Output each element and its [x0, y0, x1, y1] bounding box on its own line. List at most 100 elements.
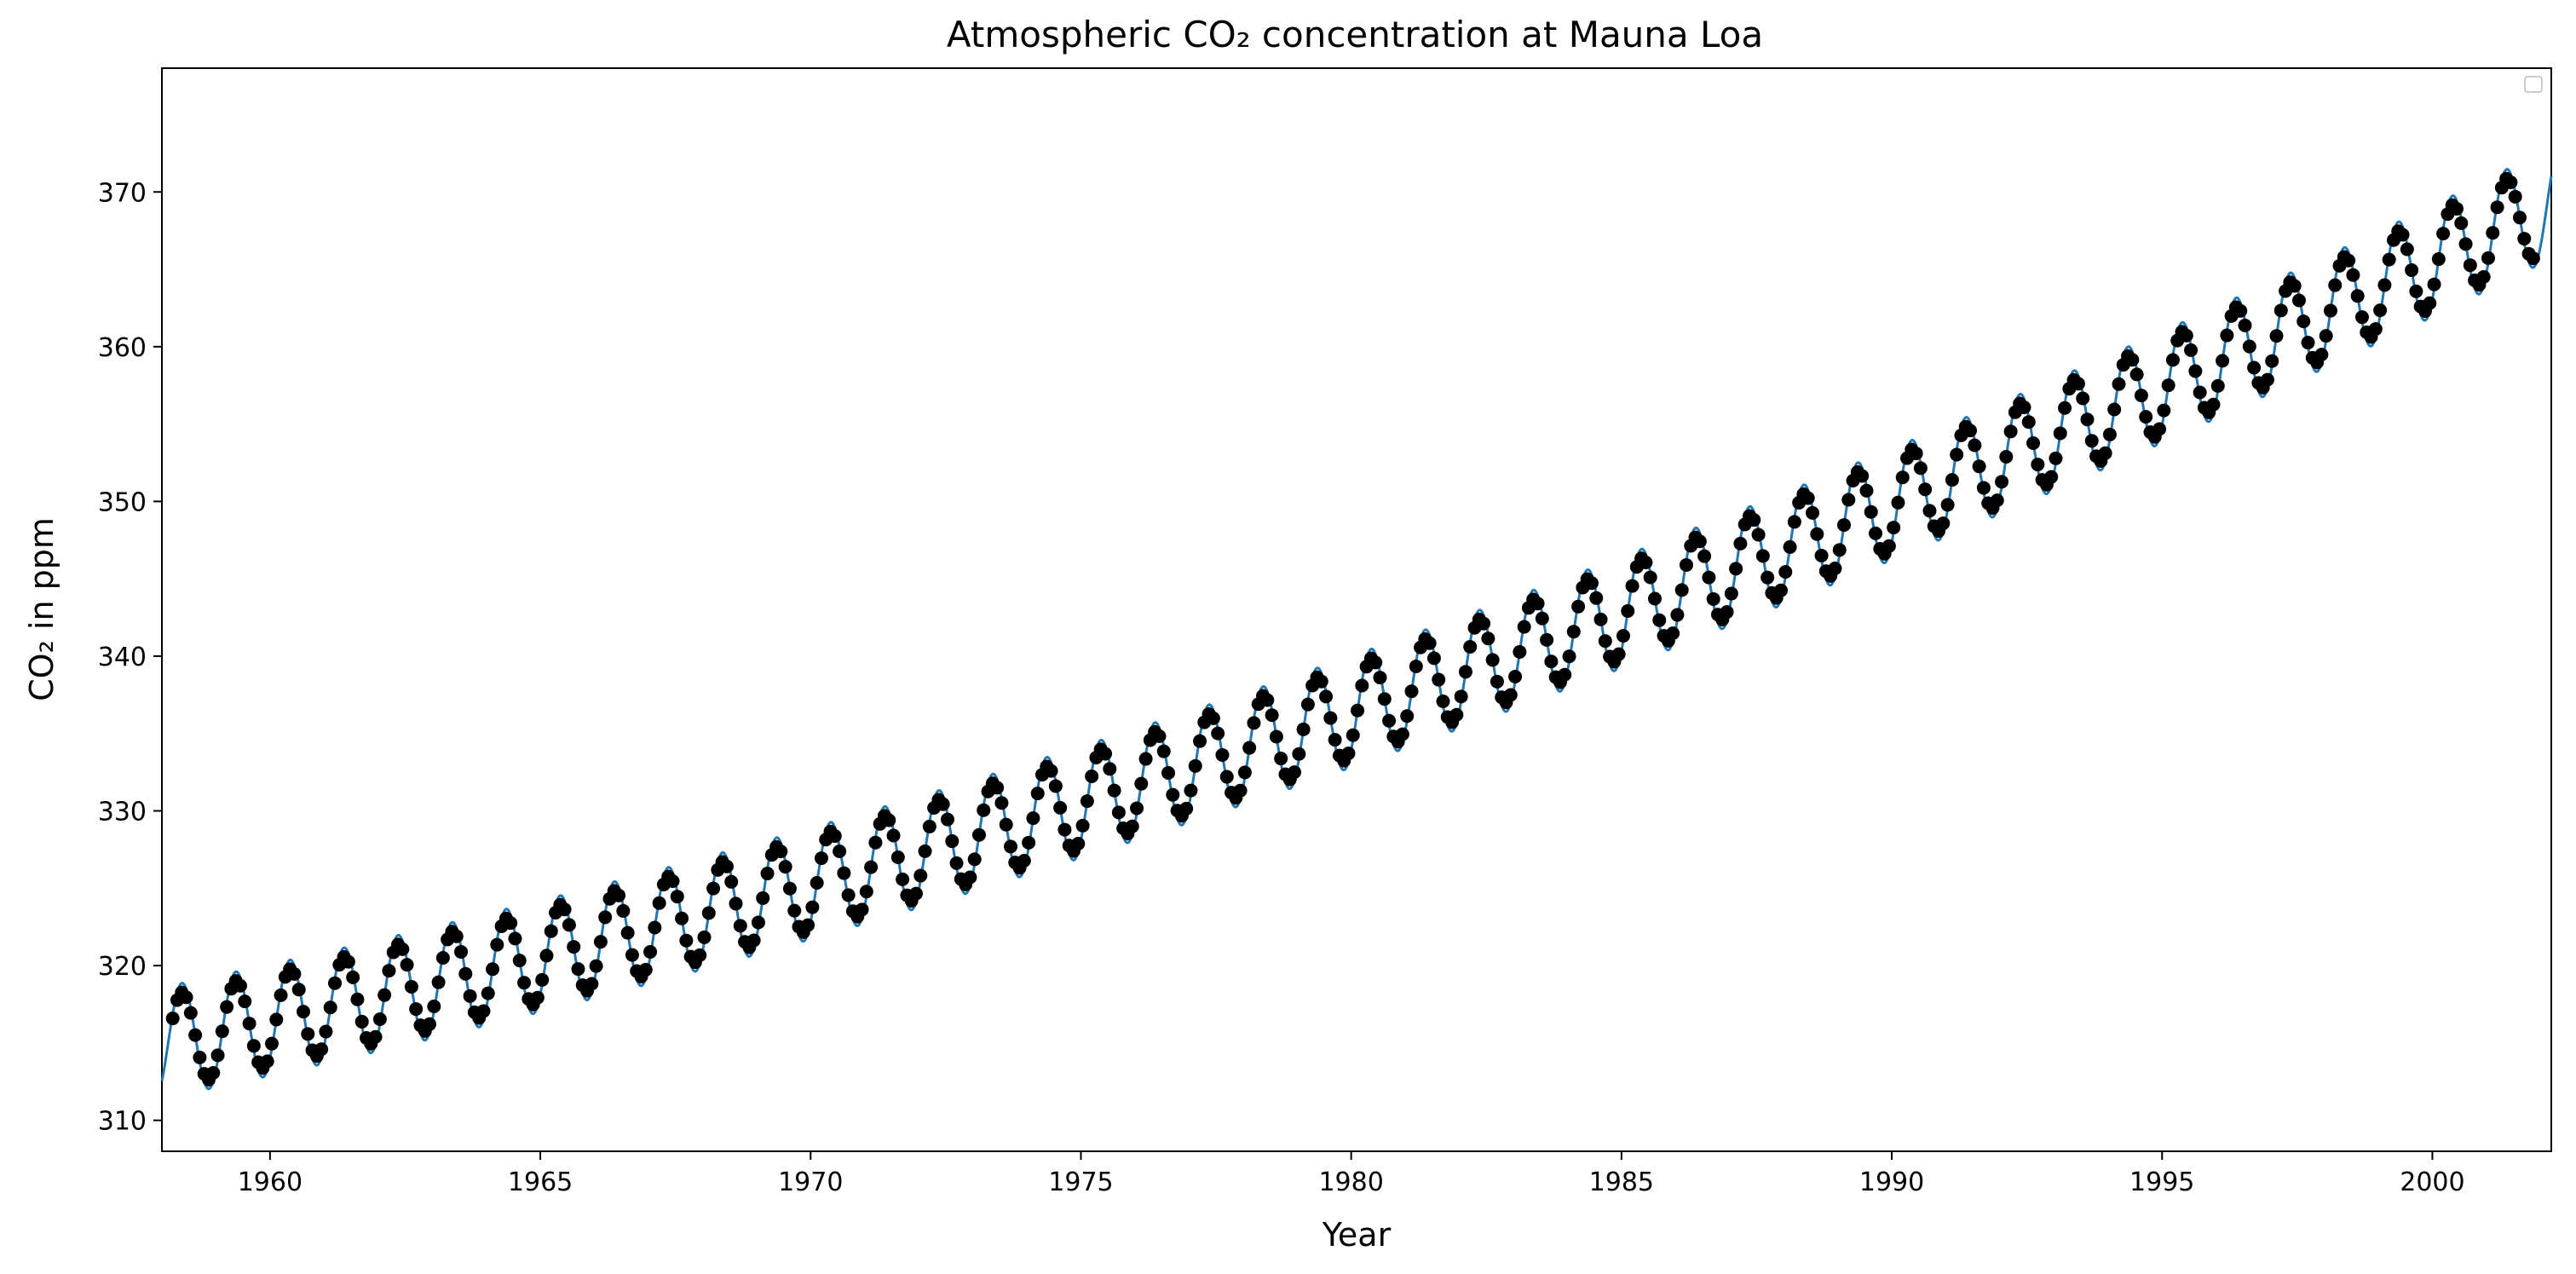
- data-point: [1593, 612, 1608, 626]
- data-point: [679, 933, 694, 948]
- data-point: [1085, 770, 1099, 784]
- data-point: [242, 1017, 256, 1031]
- data-point: [409, 1002, 424, 1017]
- data-point: [801, 918, 815, 932]
- data-point: [2265, 354, 2279, 368]
- data-point: [1972, 459, 1986, 474]
- data-point: [1098, 747, 1113, 761]
- data-point: [1179, 801, 1194, 816]
- data-point: [2242, 339, 2256, 354]
- data-point: [2269, 329, 2284, 343]
- data-point: [1936, 516, 1951, 531]
- data-point: [1945, 473, 1959, 487]
- data-point: [233, 978, 247, 993]
- data-point: [999, 817, 1013, 832]
- data-point: [652, 896, 666, 910]
- data-point: [1837, 518, 1852, 533]
- x-tick-label: 1965: [508, 1167, 573, 1197]
- data-point: [1724, 586, 1738, 601]
- data-point: [1909, 447, 1923, 461]
- data-point: [936, 797, 950, 811]
- data-point: [423, 1017, 437, 1031]
- data-point: [210, 1048, 225, 1063]
- data-point: [670, 890, 684, 904]
- x-tick-label: 1975: [1048, 1167, 1113, 1197]
- data-point: [1616, 629, 1630, 643]
- data-point: [512, 954, 527, 968]
- data-point: [179, 990, 193, 1005]
- data-point: [1535, 611, 1549, 625]
- data-point: [1761, 570, 1775, 585]
- data-point: [354, 1014, 369, 1029]
- data-point: [1530, 597, 1545, 611]
- data-point: [1670, 608, 1685, 622]
- data-point: [1747, 513, 1761, 527]
- data-point: [328, 976, 342, 990]
- data-point: [1774, 583, 1788, 597]
- data-point: [2291, 293, 2306, 308]
- data-point: [1369, 655, 1383, 670]
- data-point: [1215, 747, 1230, 762]
- data-point: [1887, 521, 1901, 535]
- data-point: [404, 979, 418, 994]
- data-point: [427, 1000, 441, 1014]
- data-point: [1976, 481, 1991, 495]
- data-point: [746, 933, 761, 948]
- data-point: [1454, 689, 1468, 704]
- data-point: [1720, 605, 1734, 620]
- data-point: [539, 948, 554, 963]
- data-point: [449, 929, 464, 943]
- data-point: [220, 1000, 234, 1014]
- x-tick-label: 1995: [2129, 1167, 2194, 1197]
- data-point: [1030, 787, 1045, 801]
- data-point: [274, 988, 288, 1002]
- data-point: [2373, 303, 2388, 318]
- data-point: [2508, 189, 2522, 204]
- data-point: [1288, 765, 1302, 780]
- data-point: [1855, 469, 1870, 483]
- x-tick-label: 1980: [1318, 1167, 1383, 1197]
- data-point: [297, 1005, 310, 1019]
- data-point: [1071, 837, 1086, 851]
- data-point: [1125, 819, 1139, 833]
- data-point: [1026, 811, 1040, 826]
- data-point: [805, 900, 820, 914]
- data-point: [1706, 591, 1720, 606]
- data-point: [2184, 343, 2199, 357]
- data-point: [1075, 818, 1090, 833]
- data-point: [589, 959, 603, 973]
- y-tick-label: 320: [98, 952, 147, 982]
- data-point: [2409, 284, 2423, 298]
- data-point: [886, 828, 901, 843]
- data-point: [890, 850, 905, 865]
- data-point: [2382, 252, 2396, 267]
- data-point: [544, 924, 558, 938]
- data-point: [1485, 653, 1500, 667]
- data-point: [2188, 364, 2203, 378]
- data-point: [2287, 279, 2302, 293]
- data-point: [2080, 412, 2095, 427]
- data-point: [2423, 296, 2437, 310]
- data-point: [1044, 764, 1058, 778]
- data-point: [706, 881, 721, 896]
- data-point: [1211, 726, 1225, 741]
- data-point: [1625, 579, 1640, 593]
- data-point: [1666, 626, 1680, 641]
- data-point: [1562, 649, 1576, 664]
- data-point: [508, 931, 522, 946]
- data-point: [1882, 539, 1896, 553]
- data-point: [530, 990, 545, 1005]
- data-point: [625, 948, 639, 962]
- data-point: [2058, 401, 2072, 415]
- data-point: [1558, 667, 1572, 682]
- data-point: [1517, 620, 1531, 634]
- data-point: [1193, 734, 1207, 748]
- data-point: [1274, 752, 1288, 766]
- plot-area: [160, 67, 2553, 1152]
- data-point: [2216, 354, 2230, 368]
- data-point: [2260, 372, 2274, 387]
- x-tick-label: 2000: [2400, 1167, 2464, 1197]
- data-point: [2026, 435, 2041, 450]
- data-point: [1508, 670, 1523, 683]
